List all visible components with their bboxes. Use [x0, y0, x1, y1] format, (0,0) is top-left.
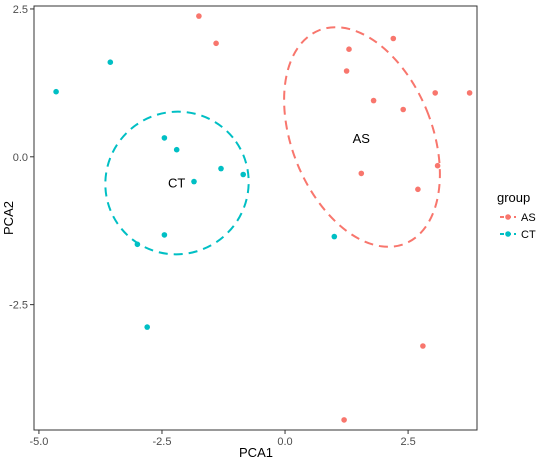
- group-labels: AS CT: [168, 131, 370, 190]
- as-point-1: [196, 13, 202, 19]
- as-legend-key: [505, 214, 511, 220]
- ct-point-10: [331, 233, 338, 240]
- as-point-3: [346, 46, 352, 52]
- ct-point-2: [107, 59, 114, 65]
- as-confidence-ellipse: [283, 26, 441, 248]
- as-point-8: [370, 97, 377, 104]
- as-point-11: [358, 170, 365, 177]
- ct-point-7: [191, 178, 197, 185]
- ct-legend-key: [505, 231, 511, 237]
- y-tick-label: 0.0: [13, 152, 28, 164]
- ct-legend-label: CT: [521, 229, 536, 241]
- x-tick-label: 2.5: [400, 436, 415, 448]
- legend: group AS CT: [497, 190, 536, 241]
- as-point-5: [343, 68, 350, 74]
- ct-point-5: [218, 165, 224, 172]
- ct-confidence-ellipse: [104, 110, 250, 256]
- as-point-7: [466, 90, 473, 96]
- as-point-4: [390, 35, 397, 42]
- as-point-12: [415, 186, 421, 193]
- ct-point-1: [53, 88, 59, 95]
- as-point-6: [432, 90, 439, 96]
- ct-point-3: [161, 135, 168, 141]
- panel-border: [33, 5, 478, 431]
- ct-group-label: CT: [168, 175, 185, 190]
- ct-point-11: [144, 324, 150, 330]
- x-tick-label: -5.0: [29, 436, 48, 448]
- as-legend-label: AS: [521, 212, 536, 224]
- legend-title: group: [497, 190, 530, 205]
- ct-point-9: [134, 241, 141, 248]
- y-tick-label: 2.5: [13, 4, 28, 16]
- confidence-ellipses: [104, 26, 441, 256]
- y-tick-label: -2.5: [9, 300, 28, 312]
- x-tick-label: -2.5: [152, 436, 171, 448]
- plot-panel: [33, 5, 478, 431]
- as-group-label: AS: [353, 131, 371, 146]
- x-axis: -5.0 -2.5 0.0 2.5: [29, 430, 416, 448]
- x-axis-title: PCA1: [239, 445, 273, 460]
- as-point-13: [420, 343, 426, 349]
- ct-point-6: [240, 171, 246, 178]
- as-point-14: [341, 417, 347, 423]
- as-point-10: [434, 162, 441, 169]
- as-point-9: [400, 106, 407, 113]
- ct-point-4: [173, 146, 180, 153]
- ct-point-8: [161, 232, 168, 238]
- y-axis-title: PCA2: [1, 201, 16, 235]
- y-axis: 2.5 0.0 -2.5: [9, 4, 34, 312]
- x-tick-label: 0.0: [277, 436, 292, 448]
- as-point-2: [213, 40, 219, 47]
- legend-items: AS CT: [500, 212, 536, 241]
- data-points: [53, 13, 473, 423]
